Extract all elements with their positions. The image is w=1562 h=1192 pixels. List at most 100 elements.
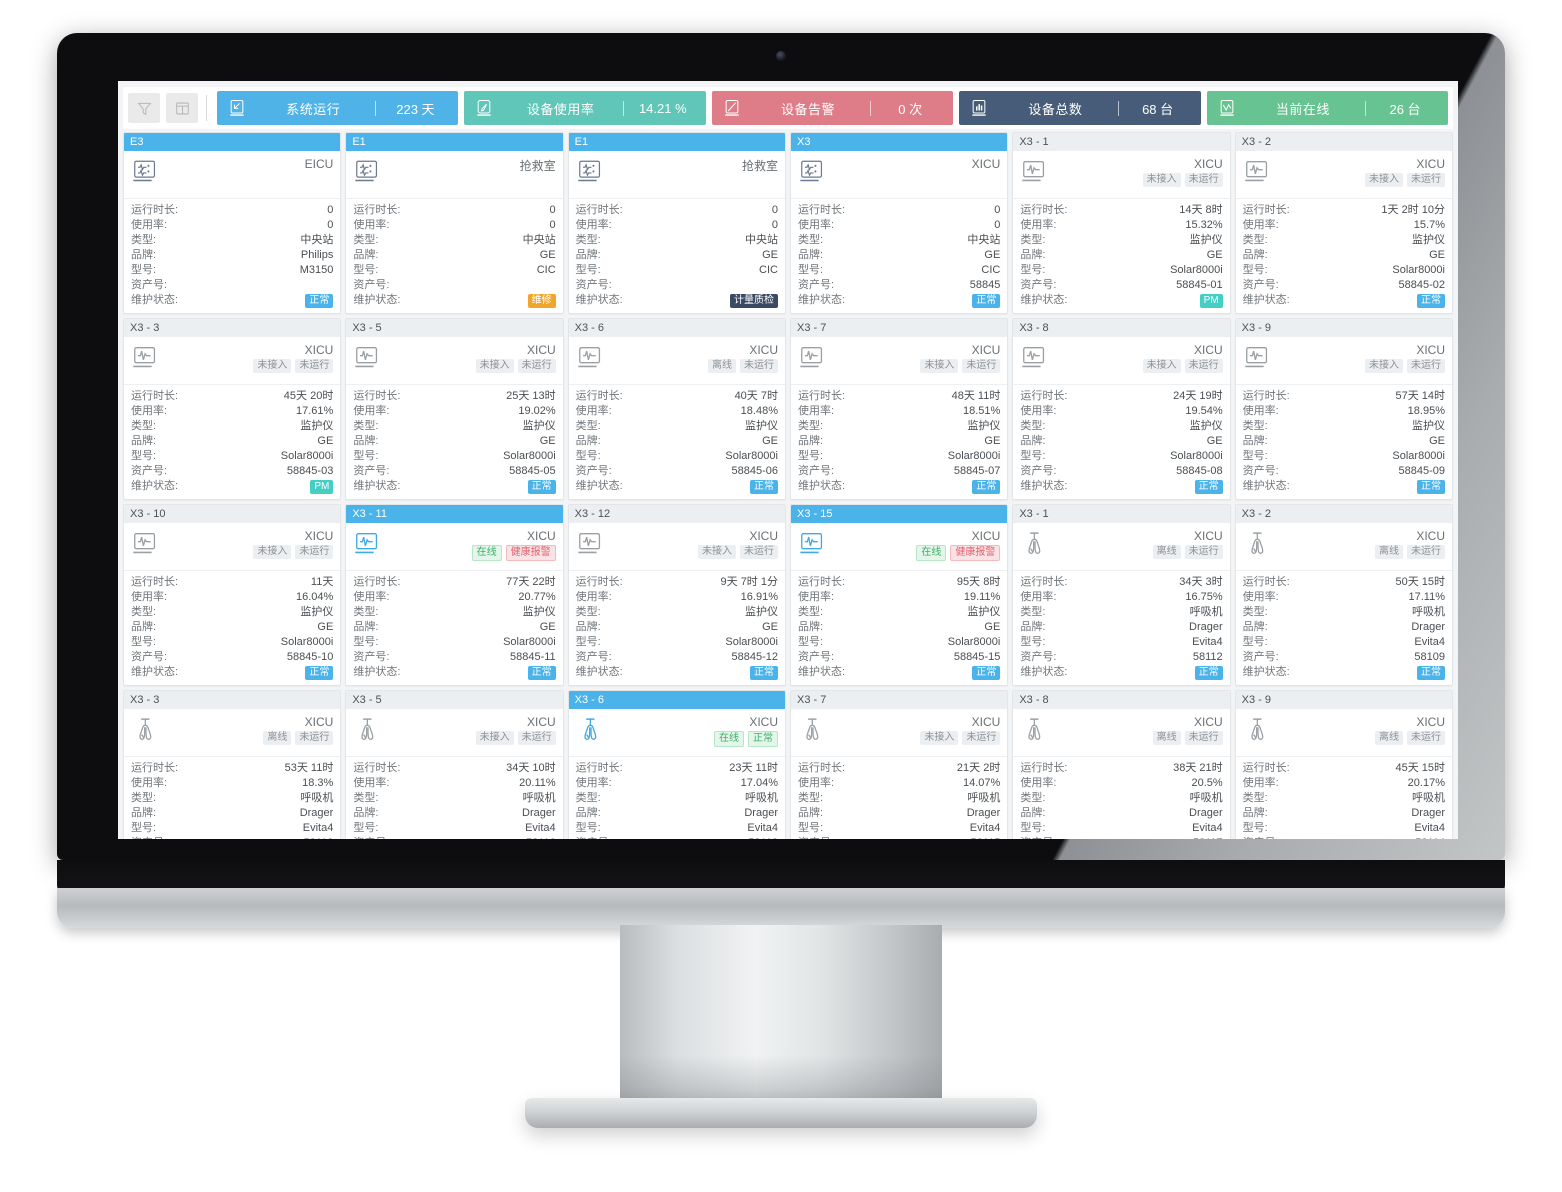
row-usage: 使用率: 16.91% — [576, 590, 778, 605]
row-usage: 使用率: 0 — [576, 218, 778, 233]
monitor-icon — [1243, 343, 1273, 373]
value-runtime: 0 — [327, 204, 334, 216]
status-badge-row: 未接入 未运行 — [253, 545, 334, 559]
device-card[interactable]: X3 - 8 XICU 未接入 未运行 运行时长: 24天 19时 使用率: 19… — [1012, 318, 1231, 500]
value-usage: 16.75% — [1185, 591, 1223, 603]
label-runtime: 运行时长: — [353, 204, 401, 216]
maintenance-badge: PM — [1199, 293, 1223, 308]
device-card[interactable]: X3 - 7 XICU 未接入 未运行 运行时长: 21天 2时 使用率: 14.… — [789, 690, 1009, 839]
device-card[interactable]: X3 - 9 XICU 未接入 未运行 运行时长: 57天 14时 使用率: 18… — [1234, 318, 1453, 500]
row-type: 类型: 监护仪 — [1243, 233, 1445, 248]
card-header-area: XICU 未接入 未运行 — [1013, 151, 1230, 199]
row-asset: 资产号: 58845-08 — [1020, 464, 1222, 479]
device-card[interactable]: X3 - 10 XICU 未接入 未运行 运行时长: 11天 使用率: 16.04… — [123, 504, 342, 686]
card-detail-list: 运行时长: 34天 10时 使用率: 20.11% 类型: 呼吸机 品牌: Dr… — [346, 757, 562, 839]
row-usage: 使用率: 15.32% — [1020, 218, 1222, 233]
card-detail-list: 运行时长: 25天 13时 使用率: 19.02% 类型: 监护仪 品牌: GE… — [346, 385, 562, 499]
label-asset: 资产号: — [575, 465, 612, 477]
status-badge: 在线 — [916, 545, 947, 561]
device-card[interactable]: E3 EICU 运行时长: 0 使用率: 0 类型: 中央站 — [123, 132, 342, 314]
label-usage: 使用率: — [797, 219, 835, 231]
device-card[interactable]: E1 抢救室 运行时长: 0 使用率: 0 类型: 中央站 — [567, 132, 786, 314]
value-model: Solar8000i — [947, 636, 1001, 648]
device-card[interactable]: X3 - 2 XICU 离线 未运行 运行时长: 50天 15时 使用率: 17.… — [1234, 504, 1453, 686]
row-runtime: 运行时长: 53天 11时 — [131, 761, 333, 776]
device-card[interactable]: X3 - 1 XICU 未接入 未运行 运行时长: 14天 8时 使用率: 15.… — [1012, 132, 1231, 314]
label-runtime: 运行时长: — [797, 390, 846, 402]
label-usage: 使用率: — [353, 591, 390, 603]
row-model: 型号: Solar8000i — [1020, 449, 1222, 464]
device-card[interactable]: X3 - 3 XICU 离线 未运行 运行时长: 53天 11时 使用率: 18.… — [123, 690, 342, 839]
device-card[interactable]: X3 - 6 XICU 离线 未运行 运行时长: 40天 7时 使用率: 18.4… — [567, 318, 786, 500]
row-usage: 使用率: 20.11% — [353, 776, 555, 791]
card-detail-list: 运行时长: 38天 21时 使用率: 20.5% 类型: 呼吸机 品牌: Dra… — [1013, 757, 1229, 839]
value-runtime: 34天 3时 — [1179, 576, 1223, 588]
device-card[interactable]: X3 - 3 XICU 未接入 未运行 运行时长: 45天 20时 使用率: 17… — [123, 318, 342, 500]
device-card[interactable]: X3 - 8 XICU 离线 未运行 运行时长: 38天 21时 使用率: 20.… — [1012, 690, 1231, 839]
row-model: 型号: M3150 — [131, 263, 333, 278]
label-maint: 维护状态: — [1020, 666, 1068, 678]
value-runtime: 34天 10时 — [506, 762, 556, 774]
row-usage: 使用率: 19.11% — [798, 590, 1000, 605]
row-model: 型号: Solar8000i — [576, 449, 778, 464]
row-brand: 品牌: Drager — [1020, 806, 1222, 821]
device-card[interactable]: X3 - 5 XICU 未接入 未运行 运行时长: 25天 13时 使用率: 19… — [345, 318, 564, 500]
label-brand: 品牌: — [1242, 621, 1268, 633]
label-asset: 资产号: — [1020, 651, 1057, 663]
card-header-area: XICU 离线 未运行 — [1013, 523, 1230, 571]
value-model: Solar8000i — [280, 450, 334, 462]
device-card[interactable]: X3 - 5 XICU 未接入 未运行 运行时长: 34天 10时 使用率: 20… — [345, 690, 564, 839]
card-title: E1 — [568, 133, 785, 151]
row-usage: 使用率: 20.17% — [1243, 776, 1445, 791]
device-card[interactable]: X3 XICU 运行时长: 0 使用率: 0 类型: 中央站 — [789, 132, 1009, 314]
device-card[interactable]: X3 - 9 XICU 离线 未运行 运行时长: 45天 15时 使用率: 20.… — [1234, 690, 1453, 839]
device-card[interactable]: X3 - 12 XICU 未接入 未运行 运行时长: 9天 7时 1分 使用率: … — [567, 504, 786, 686]
device-card[interactable]: E1 抢救室 运行时长: 0 使用率: 0 类型: 中央站 — [345, 132, 564, 314]
kpi-tile-4[interactable]: 当前在线 26 台 — [1206, 91, 1449, 125]
status-badge: 未接入 — [475, 731, 514, 745]
row-runtime: 运行时长: 11天 — [131, 575, 333, 590]
kpi-tile-1[interactable]: 设备使用率 14.21 % — [464, 91, 706, 125]
label-asset: 资产号: — [1242, 279, 1279, 291]
webcam-icon — [776, 51, 786, 61]
value-runtime: 11天 — [310, 576, 334, 588]
maintenance-badge: PM — [310, 479, 334, 494]
kpi-tile-3[interactable]: 设备总数 68 台 — [959, 91, 1201, 125]
status-badge: 未运行 — [1184, 359, 1223, 373]
value-brand: GE — [317, 621, 334, 633]
status-badge: 健康报警 — [950, 545, 1001, 561]
central-station-icon — [798, 157, 828, 187]
row-brand: 品牌: Drager — [353, 806, 555, 821]
device-card[interactable]: X3 - 6 XICU 在线 正常 运行时长: 23天 11时 使用率: 17.0… — [567, 690, 786, 839]
value-asset: 58114 — [1415, 836, 1445, 839]
value-runtime: 0 — [771, 204, 778, 216]
device-card[interactable]: X3 - 15 XICU 在线 健康报警 运行时长: 95天 8时 使用率: 19… — [789, 504, 1009, 686]
device-card[interactable]: X3 - 2 XICU 未接入 未运行 运行时长: 1天 2时 10分 使用率: … — [1234, 132, 1453, 314]
row-maint: 维护状态: 正常 — [576, 665, 778, 680]
filter-funnel-icon[interactable] — [128, 93, 160, 123]
row-usage: 使用率: 17.04% — [576, 776, 778, 791]
device-card[interactable]: X3 - 7 XICU 未接入 未运行 运行时长: 48天 11时 使用率: 18… — [789, 318, 1009, 500]
label-usage: 使用率: — [797, 777, 835, 789]
kpi-tile-0[interactable]: 系统运行 223 天 — [217, 91, 459, 125]
value-usage: 0 — [994, 219, 1001, 231]
value-brand: Drager — [1411, 621, 1445, 633]
kpi-label: 设备总数 — [1028, 101, 1083, 117]
ventilator-icon — [353, 715, 383, 745]
row-maint: 维护状态: 正常 — [1020, 479, 1223, 494]
device-card[interactable]: X3 - 11 XICU 在线 健康报警 运行时长: 77天 22时 使用率: 2… — [345, 504, 564, 686]
kpi-tile-2[interactable]: 设备告警 0 次 — [711, 91, 954, 125]
card-detail-list: 运行时长: 34天 3时 使用率: 16.75% 类型: 呼吸机 品牌: Dra… — [1013, 571, 1229, 685]
value-type: 中央站 — [744, 234, 778, 246]
maintenance-badge: 正常 — [1416, 479, 1445, 494]
layout-grid-icon[interactable] — [166, 93, 198, 123]
row-asset: 资产号: 58114 — [1243, 836, 1445, 839]
value-brand: Drager — [1189, 807, 1223, 819]
kpi-list: 系统运行 223 天 设备使用率 14.21 % 设备告警 0 次 设备总数 68 台 … — [217, 91, 1449, 125]
department-label: XICU — [526, 529, 556, 543]
device-card[interactable]: X3 - 1 XICU 离线 未运行 运行时长: 34天 3时 使用率: 16.7… — [1012, 504, 1231, 686]
label-brand: 品牌: — [131, 435, 157, 447]
label-maint: 维护状态: — [131, 666, 179, 678]
label-brand: 品牌: — [1242, 435, 1268, 447]
department-label: XICU — [749, 343, 778, 357]
